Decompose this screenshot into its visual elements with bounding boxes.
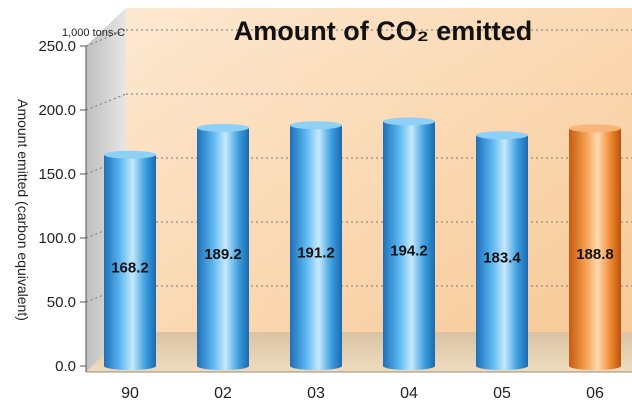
bar-cap (197, 123, 249, 132)
value-label: 189.2 (204, 246, 242, 263)
bar-cap (290, 121, 342, 130)
bar-06 (569, 124, 621, 370)
x-tick-label: 04 (400, 385, 418, 400)
bar-base (197, 362, 249, 370)
bar-base (476, 362, 528, 370)
bars (104, 117, 621, 370)
bar-body (383, 121, 435, 366)
unit-label: 1,000 tons-C (62, 27, 125, 39)
bar-body (197, 127, 249, 366)
y-tick-label: 100.0 (38, 230, 76, 247)
bar-body (290, 125, 342, 366)
bar-90 (104, 150, 156, 370)
gridline-side (85, 29, 127, 47)
bar-cap (104, 150, 156, 159)
bar-base (383, 362, 435, 370)
bar-body (104, 154, 156, 366)
y-tick-label: 50.0 (47, 294, 76, 311)
x-tick-label: 02 (214, 385, 232, 400)
y-tick-label: 150.0 (38, 166, 76, 183)
bar-cap (476, 131, 528, 140)
chart-title: Amount of CO₂ emitted (234, 16, 532, 46)
bar-cap (383, 117, 435, 126)
y-tick-label: 250.0 (38, 38, 76, 55)
y-axis: 0.0 50.0 100.0 150.0 200.0 250.0 (38, 38, 87, 375)
value-label: 194.2 (390, 243, 428, 260)
value-labels: 168.2 189.2 191.2 194.2 183.4 188.8 (111, 243, 614, 277)
x-tick-label: 05 (493, 385, 511, 400)
y-tick-label: 0.0 (55, 358, 76, 375)
bar-03 (290, 121, 342, 370)
bar-04 (383, 117, 435, 370)
value-label: 191.2 (297, 245, 335, 262)
value-label: 183.4 (483, 250, 521, 267)
bar-base (104, 362, 156, 370)
y-tick-label: 200.0 (38, 102, 76, 119)
bar-body (569, 128, 621, 366)
bar-body (476, 135, 528, 366)
x-tick-label: 06 (586, 385, 604, 400)
floor (86, 332, 632, 372)
bar-05 (476, 131, 528, 370)
value-label: 168.2 (111, 259, 149, 276)
bar-cap (569, 124, 621, 133)
bar-base (569, 362, 621, 370)
gridline-side (85, 93, 127, 111)
bar-base (290, 362, 342, 370)
value-label: 188.8 (576, 246, 614, 263)
bar-02 (197, 123, 249, 370)
x-tick-label: 90 (121, 385, 139, 400)
y-axis-title: Amount emitted (carbon equivalent) (15, 99, 31, 321)
x-tick-labels: 90 02 03 04 05 06 (121, 385, 604, 400)
x-tick-label: 03 (307, 385, 325, 400)
